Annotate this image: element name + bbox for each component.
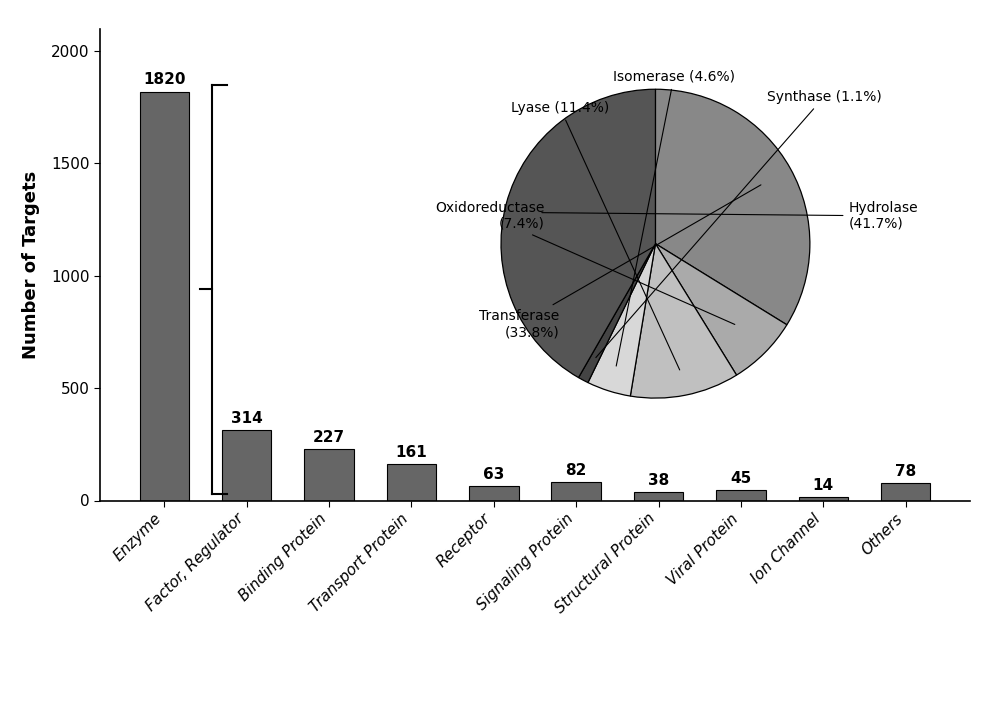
Text: Isomerase (4.6%): Isomerase (4.6%) [613,70,735,366]
Bar [551,482,601,500]
Text: Lyase (11.4%): Lyase (11.4%) [511,101,680,370]
Text: 1820: 1820 [143,72,186,87]
Bar [222,430,271,500]
Text: Oxidoreductase
(7.4%): Oxidoreductase (7.4%) [435,201,735,325]
Bar [140,92,189,500]
Bar [387,464,436,500]
Text: Transferase
(33.8%): Transferase (33.8%) [479,185,761,339]
Y-axis label: Number of Targets: Number of Targets [22,170,40,359]
Bar [799,498,848,500]
Wedge shape [579,244,655,383]
Bar [304,450,354,500]
Text: 82: 82 [566,463,587,478]
Text: Synthase (1.1%): Synthase (1.1%) [596,90,881,358]
Wedge shape [501,89,655,378]
Text: 38: 38 [648,473,669,488]
Bar [881,483,930,500]
Text: 14: 14 [813,478,834,493]
Text: 161: 161 [396,445,427,460]
Text: 63: 63 [483,468,504,483]
Text: 45: 45 [730,471,752,486]
Bar [469,486,519,500]
Text: 227: 227 [313,430,345,445]
Wedge shape [630,244,737,398]
Text: 78: 78 [895,464,916,479]
Text: 314: 314 [231,411,263,426]
Bar [634,492,683,500]
Wedge shape [588,244,655,396]
Wedge shape [655,89,810,325]
Bar [716,490,766,500]
Wedge shape [655,244,787,375]
Text: Hydrolase
(41.7%): Hydrolase (41.7%) [542,201,918,231]
